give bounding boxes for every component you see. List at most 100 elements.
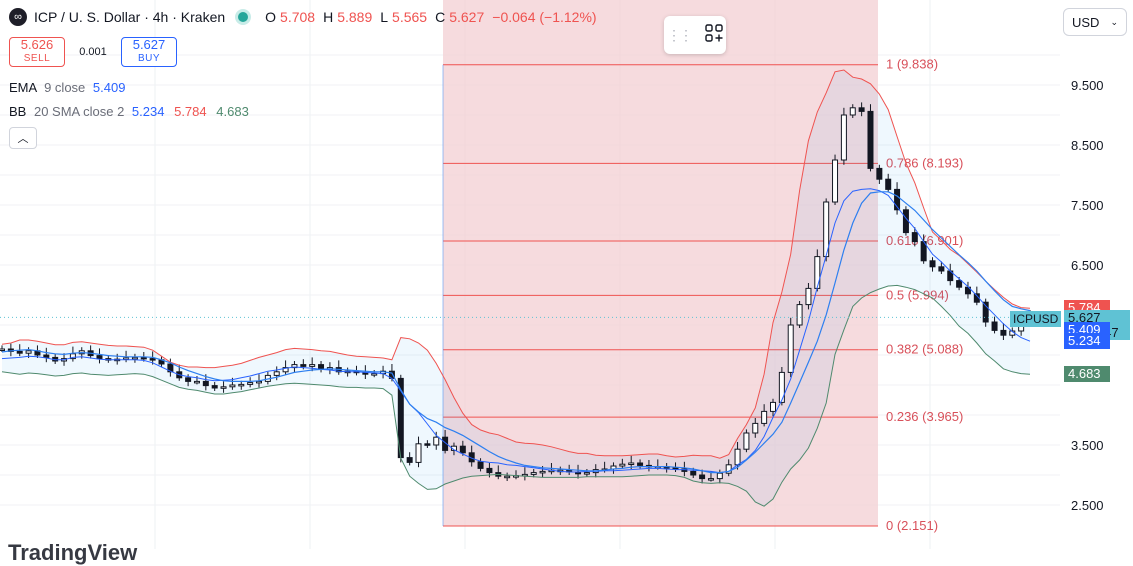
candle-body (256, 380, 262, 384)
candle-body (211, 385, 218, 389)
bb-lower-price-badge: 4.683 (1064, 366, 1110, 383)
candle-body (743, 432, 750, 450)
candle-body (167, 363, 174, 373)
candle-body (849, 107, 856, 116)
bb-upper-value: 5.784 (174, 104, 207, 119)
candle-body (770, 401, 776, 412)
floating-toolbar[interactable]: ⋮⋮ (664, 16, 726, 54)
candle-body (991, 321, 998, 331)
candle-body (291, 364, 298, 369)
currency-select[interactable]: USD ⌄ (1063, 8, 1127, 36)
fib-label: 0.786 (8.193) (886, 155, 963, 170)
candle-body (442, 436, 449, 451)
candle-body (885, 178, 892, 190)
price-tick-label: 2.500 (1071, 498, 1104, 513)
candle-body (273, 371, 280, 376)
buy-label: BUY (137, 53, 161, 64)
candle-body (858, 107, 865, 112)
symbol-price-label: ICPUSD (1010, 311, 1062, 327)
candle-body (424, 443, 431, 446)
candle-body (929, 260, 936, 268)
price-tick-label: 3.500 (1071, 438, 1104, 453)
fib-zone (443, 0, 878, 526)
drag-grip-icon[interactable]: ⋮⋮ (667, 26, 693, 43)
candle-body (637, 462, 644, 466)
candle-body (628, 462, 635, 465)
candle-body (459, 445, 466, 454)
candle-body (149, 358, 156, 361)
candle-body (894, 188, 901, 211)
candle-body (0, 348, 5, 351)
candle-body (238, 383, 245, 387)
price-tick-label: 8.500 (1071, 138, 1104, 153)
ema-params: 9 close (44, 80, 86, 95)
candle-body (140, 356, 147, 360)
bb-lower-line (1, 284, 1031, 507)
candle-body (530, 472, 537, 475)
candle-body (734, 448, 741, 466)
candle-body (716, 472, 723, 480)
candle-body (406, 457, 413, 463)
candle-body (16, 350, 23, 354)
candle-body (956, 280, 963, 288)
candle-body (504, 475, 511, 479)
price-chart[interactable]: 1 (9.838)0.786 (8.193)0.618 (6.901)0.5 (… (0, 0, 1133, 549)
bb-basis-line (1, 188, 1031, 474)
candle-body (43, 354, 50, 358)
bb-params: 20 SMA close 2 (33, 104, 125, 119)
candle-body (185, 377, 192, 382)
bb-upper-line (1, 69, 1031, 459)
object-tree-icon[interactable] (705, 23, 723, 47)
candle-body (131, 356, 138, 360)
candle-body (752, 422, 759, 434)
high-label: H (323, 9, 334, 25)
low-value: 5.565 (392, 9, 428, 25)
candle-body (911, 232, 918, 243)
symbol-legend[interactable]: ∞ ICP / U. S. Dollar · 4h · Kraken O 5.70… (9, 8, 597, 26)
buy-button[interactable]: 5.627 BUY (121, 37, 177, 67)
infinity-icon: ∞ (9, 8, 27, 26)
bb-basis-price-badge: 5.234 (1064, 332, 1110, 349)
candle-body (787, 324, 794, 373)
price-axis[interactable]: 9.500 8.500 7.500 6.500 3.500 2.500 (1071, 78, 1104, 513)
candle-body (371, 373, 378, 376)
bb-lower-value: 4.683 (216, 104, 249, 119)
candle-body (619, 463, 626, 467)
close-label: C (435, 9, 446, 25)
bb-fill (2, 70, 1030, 507)
fib-label: 0 (2.151) (886, 518, 938, 533)
price-tick-label: 9.500 (1071, 78, 1104, 93)
candle-body (761, 410, 768, 424)
candle-body (707, 478, 714, 481)
candle-body (202, 380, 209, 387)
market-status-icon (235, 9, 252, 25)
close-value: 5.627 (449, 9, 485, 25)
candle-body (699, 474, 706, 480)
low-label: L (380, 9, 389, 25)
sell-label: SELL (23, 53, 51, 64)
spread-value: 0.001 (79, 46, 107, 58)
bb-legend[interactable]: BB 20 SMA close 2 5.234 5.784 4.683 (9, 104, 249, 119)
fib-label: 0.236 (3.965) (886, 409, 963, 424)
candle-body (477, 461, 484, 469)
candle-body (247, 382, 254, 385)
chevron-down-icon: ⌄ (1110, 16, 1118, 27)
collapse-legend-button[interactable]: ︿ (9, 127, 37, 149)
candle-body (123, 357, 130, 360)
candle-body (840, 114, 847, 161)
candle-body (433, 436, 440, 446)
candle-body (876, 167, 883, 180)
candle-body (796, 304, 803, 326)
fib-levels: 1 (9.838)0.786 (8.193)0.618 (6.901)0.5 (… (442, 57, 963, 533)
ema-legend[interactable]: EMA 9 close 5.409 (9, 80, 125, 95)
candle-body (690, 470, 697, 476)
fib-label: 0.618 (6.901) (886, 233, 963, 248)
candle-body (778, 371, 785, 403)
candle-body (867, 110, 874, 169)
candle-body (902, 209, 909, 234)
candle-body (982, 301, 989, 323)
open-label: O (265, 9, 277, 25)
candle-body (229, 384, 236, 388)
change-value: −0.064 (−1.12%) (492, 9, 597, 25)
sell-button[interactable]: 5.626 SELL (9, 37, 65, 67)
